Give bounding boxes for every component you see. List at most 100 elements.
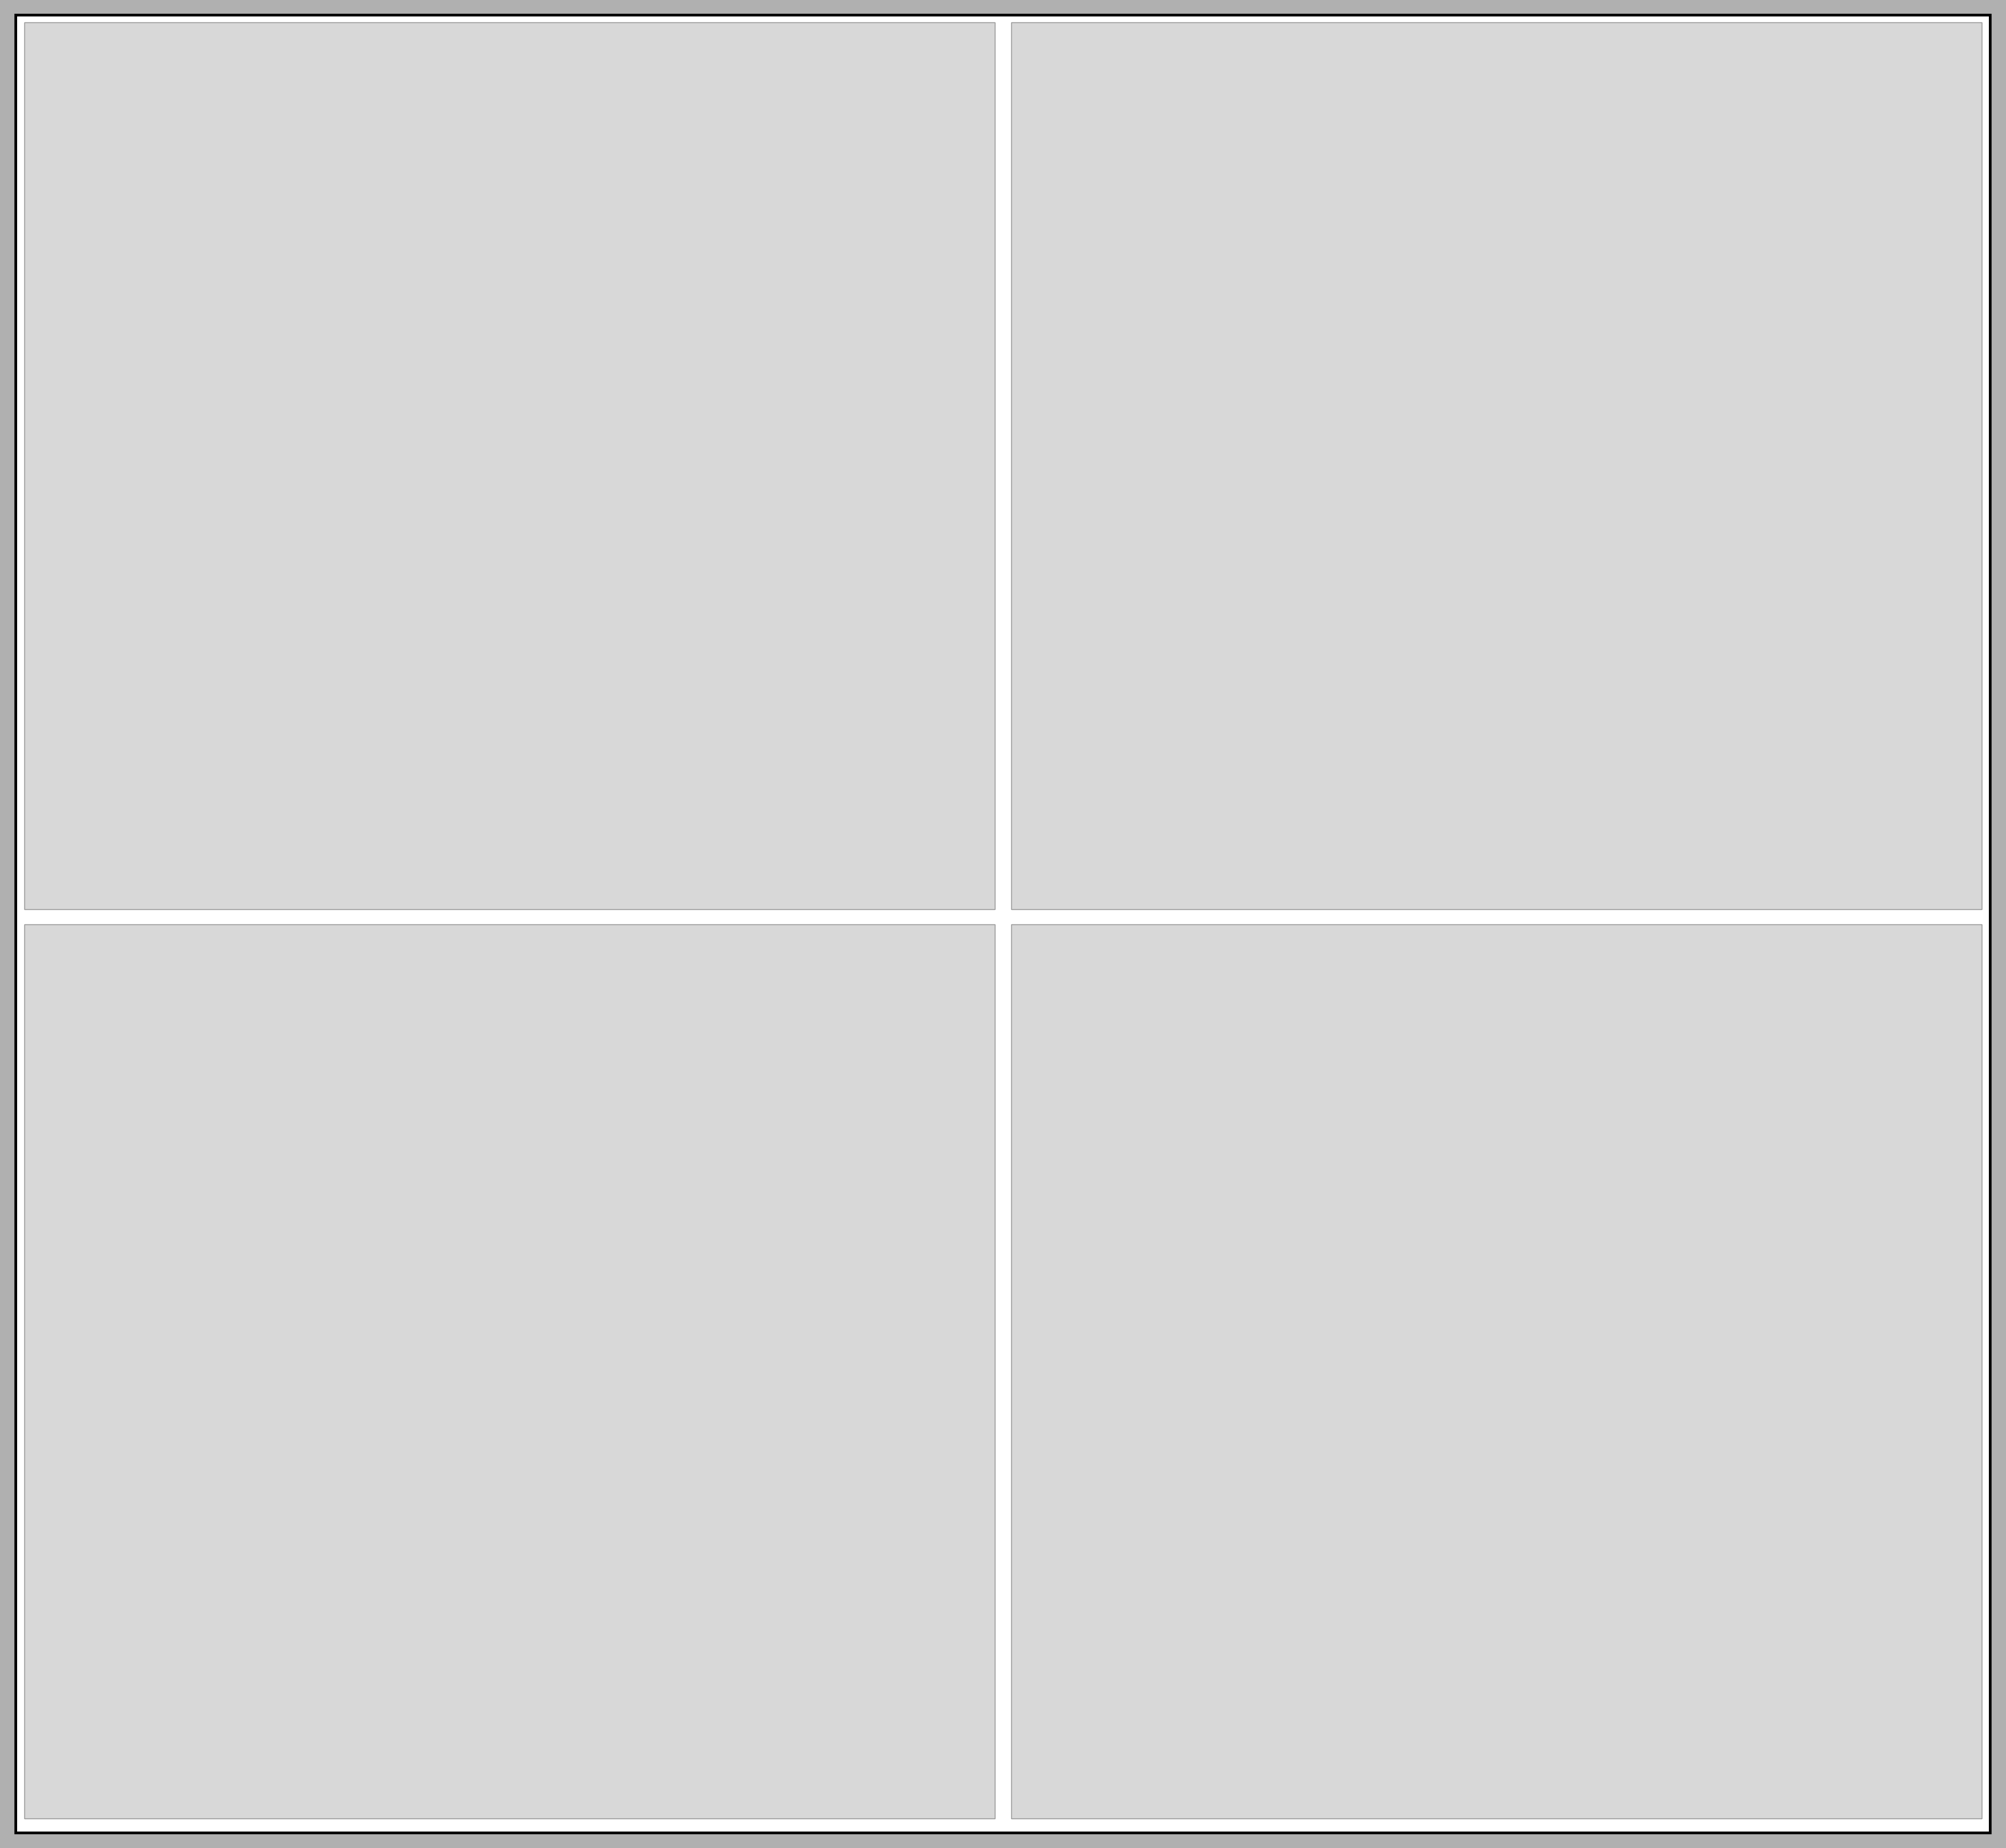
Text: ligase activity, forming
carbon-nitrogen bonds: ligase activity, forming carbon-nitrogen… xyxy=(1623,1092,1743,1114)
Wedge shape xyxy=(1304,530,1416,652)
FancyBboxPatch shape xyxy=(1573,150,1601,187)
Text: 7%: 7% xyxy=(409,371,431,383)
Wedge shape xyxy=(1384,370,1492,447)
Wedge shape xyxy=(1382,447,1492,536)
Text: D: D xyxy=(1039,1765,1059,1787)
Text: General metabolism: General metabolism xyxy=(636,985,742,994)
Text: Translation, Ribosomes,
and rRNA: Translation, Ribosomes, and rRNA xyxy=(636,296,760,318)
Text: 3%: 3% xyxy=(1304,285,1322,296)
Text: peptidoglycan
biosynthetic process: peptidoglycan biosynthetic process xyxy=(1623,72,1731,94)
Wedge shape xyxy=(1310,1149,1384,1257)
Text: 4%: 4% xyxy=(403,360,423,371)
Text: 8%: 8% xyxy=(381,1240,403,1253)
Wedge shape xyxy=(1284,238,1336,342)
Wedge shape xyxy=(297,1144,506,1502)
Wedge shape xyxy=(297,447,499,630)
Text: ribonucleotide metabolic
process: ribonucleotide metabolic process xyxy=(1623,497,1753,519)
Text: monocarboxylic acid
metabolic process: monocarboxylic acid metabolic process xyxy=(1623,667,1731,689)
Wedge shape xyxy=(297,238,506,499)
FancyBboxPatch shape xyxy=(1573,1079,1601,1127)
Wedge shape xyxy=(88,1144,297,1353)
Wedge shape xyxy=(1358,1288,1492,1506)
Text: nucleotide biosynthetic
process: nucleotide biosynthetic process xyxy=(1623,327,1745,349)
Text: 5%: 5% xyxy=(419,1295,437,1307)
Text: 8%: 8% xyxy=(1380,325,1402,336)
Text: organic substance
catabolic process: organic substance catabolic process xyxy=(1623,752,1719,774)
Text: tRNA processing: tRNA processing xyxy=(636,1462,722,1471)
Text: Unknown: Unknown xyxy=(636,1748,684,1757)
Text: carbohydrate metabolic
process: carbohydrate metabolic process xyxy=(1623,582,1749,604)
FancyBboxPatch shape xyxy=(1573,1615,1601,1663)
FancyBboxPatch shape xyxy=(1573,660,1601,697)
Wedge shape xyxy=(1073,238,1284,638)
FancyBboxPatch shape xyxy=(1573,972,1601,1020)
FancyBboxPatch shape xyxy=(1573,1294,1601,1342)
Text: Membrane proteins: Membrane proteins xyxy=(636,196,738,205)
Wedge shape xyxy=(1358,294,1478,407)
Text: 23%: 23% xyxy=(423,1345,455,1358)
Text: Increased abundance protein
GO Biological Process: Increased abundance protein GO Biologica… xyxy=(1180,103,1406,131)
Text: 31%: 31% xyxy=(395,429,427,444)
Wedge shape xyxy=(297,1353,443,1554)
FancyBboxPatch shape xyxy=(1573,235,1601,272)
Text: 6%: 6% xyxy=(1332,294,1354,305)
FancyBboxPatch shape xyxy=(586,1445,614,1488)
FancyBboxPatch shape xyxy=(586,601,614,649)
FancyBboxPatch shape xyxy=(586,708,614,756)
Wedge shape xyxy=(96,1353,297,1473)
FancyBboxPatch shape xyxy=(1573,830,1601,867)
FancyBboxPatch shape xyxy=(586,968,614,1011)
Text: 18%: 18% xyxy=(1346,1207,1376,1220)
Text: 13%: 13% xyxy=(363,325,395,338)
Text: 10%: 10% xyxy=(1394,344,1424,355)
Text: oxidoreductase activity: oxidoreductase activity xyxy=(1623,1526,1745,1538)
Text: 3%: 3% xyxy=(417,383,435,394)
Wedge shape xyxy=(100,447,297,549)
Text: aminoacyl-tRNA ligase
activity: aminoacyl-tRNA ligase activity xyxy=(1623,985,1741,1007)
FancyBboxPatch shape xyxy=(1573,490,1601,527)
FancyBboxPatch shape xyxy=(586,1255,614,1297)
Wedge shape xyxy=(1244,1432,1426,1562)
Text: 4%: 4% xyxy=(1290,1188,1310,1199)
Wedge shape xyxy=(134,447,297,638)
Text: 7%: 7% xyxy=(405,1270,427,1283)
FancyBboxPatch shape xyxy=(586,176,614,224)
FancyBboxPatch shape xyxy=(586,1349,614,1393)
Text: tRNA aminoacylation for
protein translation: tRNA aminoacylation for protein translat… xyxy=(1623,157,1751,179)
Text: ATP binding: ATP binding xyxy=(1623,1419,1685,1430)
Wedge shape xyxy=(86,1323,297,1362)
Text: unclassified: unclassified xyxy=(1623,843,1685,854)
Text: 3%: 3% xyxy=(425,1314,443,1325)
Text: lyase activity: lyase activity xyxy=(1623,1312,1691,1323)
Text: Stress response: Stress response xyxy=(636,514,718,523)
Wedge shape xyxy=(112,447,297,580)
Text: 7%: 7% xyxy=(1364,310,1386,323)
Wedge shape xyxy=(1073,1144,1284,1392)
Text: 7%: 7% xyxy=(1348,301,1370,314)
Text: Translation, Ribosomes,
and rRNA: Translation, Ribosomes, and rRNA xyxy=(636,1266,760,1286)
Text: B: B xyxy=(52,1765,72,1787)
Text: 15%: 15% xyxy=(1382,1234,1412,1247)
Text: Transcription: Transcription xyxy=(636,408,704,418)
Text: 8%: 8% xyxy=(395,1255,417,1268)
FancyBboxPatch shape xyxy=(1573,320,1601,357)
Text: DNA damage & repair,
DNA processing: DNA damage & repair, DNA processing xyxy=(636,1360,754,1382)
Text: 4%: 4% xyxy=(423,1305,441,1318)
Wedge shape xyxy=(251,1353,355,1562)
Wedge shape xyxy=(1352,493,1472,608)
Text: General Metabolism: General Metabolism xyxy=(636,89,740,98)
Wedge shape xyxy=(1077,1373,1262,1558)
Text: 38%: 38% xyxy=(317,1236,351,1251)
FancyBboxPatch shape xyxy=(1573,1508,1601,1556)
Text: Unknown: Unknown xyxy=(636,833,684,843)
Wedge shape xyxy=(1358,1199,1482,1319)
Wedge shape xyxy=(1336,1170,1426,1273)
FancyBboxPatch shape xyxy=(1573,405,1601,442)
Wedge shape xyxy=(257,447,397,656)
Wedge shape xyxy=(1342,270,1426,368)
FancyBboxPatch shape xyxy=(586,1635,614,1678)
Text: 43%: 43% xyxy=(1422,408,1456,421)
Text: ribose phosphate
biosynthetic process: ribose phosphate biosynthetic process xyxy=(1623,412,1731,434)
Text: 5%: 5% xyxy=(1292,283,1310,296)
Text: unclassified: unclassified xyxy=(1623,1741,1685,1752)
